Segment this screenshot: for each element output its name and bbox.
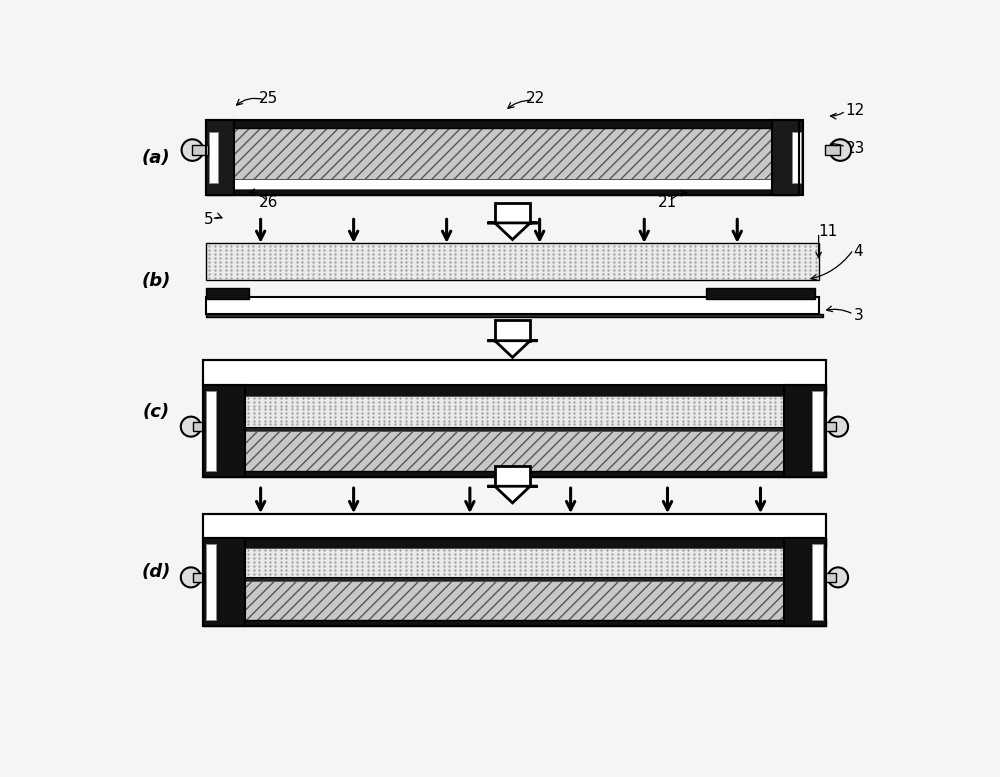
Bar xyxy=(202,361,826,385)
Bar xyxy=(206,120,799,195)
Bar xyxy=(193,573,204,582)
Circle shape xyxy=(828,567,848,587)
Bar xyxy=(202,538,826,548)
Text: 11: 11 xyxy=(819,224,838,239)
Bar xyxy=(245,581,784,620)
Text: 12: 12 xyxy=(846,103,865,117)
Bar xyxy=(245,548,784,577)
Bar xyxy=(202,538,245,626)
Bar xyxy=(202,385,245,478)
Bar xyxy=(706,288,815,299)
Bar xyxy=(206,288,249,299)
Bar xyxy=(825,573,836,582)
Circle shape xyxy=(181,416,201,437)
Text: (d): (d) xyxy=(141,563,171,581)
Circle shape xyxy=(829,139,851,161)
Bar xyxy=(495,466,530,486)
Bar xyxy=(245,577,784,581)
Text: 5: 5 xyxy=(204,212,214,227)
Bar xyxy=(495,203,530,223)
Bar xyxy=(772,120,803,195)
Bar xyxy=(245,427,784,431)
Circle shape xyxy=(828,416,848,437)
Bar xyxy=(784,538,826,626)
Bar xyxy=(202,361,826,478)
Bar xyxy=(206,120,799,128)
Bar xyxy=(202,514,826,538)
Polygon shape xyxy=(487,341,538,357)
Bar xyxy=(202,472,826,478)
Bar xyxy=(245,431,784,472)
Bar xyxy=(202,620,826,626)
Bar xyxy=(825,422,836,431)
Bar xyxy=(206,544,216,620)
Bar xyxy=(792,132,801,183)
Bar xyxy=(206,298,819,314)
Text: 21: 21 xyxy=(658,195,677,210)
Polygon shape xyxy=(487,486,538,503)
Bar xyxy=(234,128,799,179)
Bar xyxy=(192,145,208,155)
Text: 3: 3 xyxy=(854,308,863,323)
Text: 22: 22 xyxy=(526,91,545,106)
Polygon shape xyxy=(487,223,538,239)
Text: (c): (c) xyxy=(142,403,170,421)
Bar xyxy=(206,243,819,280)
Bar xyxy=(206,120,234,195)
Circle shape xyxy=(182,139,203,161)
Text: 26: 26 xyxy=(259,195,278,210)
Bar xyxy=(209,132,218,183)
Bar xyxy=(249,296,706,299)
Bar xyxy=(812,392,823,472)
Bar xyxy=(784,385,826,478)
Bar xyxy=(234,179,799,189)
Circle shape xyxy=(181,567,201,587)
Bar xyxy=(812,544,823,620)
Text: (b): (b) xyxy=(141,272,171,290)
Bar xyxy=(825,145,840,155)
Bar xyxy=(206,189,799,195)
Text: 4: 4 xyxy=(854,244,863,259)
Bar xyxy=(495,320,530,341)
Bar xyxy=(206,314,822,317)
Bar xyxy=(202,385,826,395)
Text: 23: 23 xyxy=(846,141,865,156)
Text: 25: 25 xyxy=(259,91,278,106)
Bar xyxy=(193,422,204,431)
Text: (a): (a) xyxy=(142,149,170,167)
Bar xyxy=(245,395,784,427)
Bar xyxy=(202,514,826,626)
Bar xyxy=(206,392,216,472)
